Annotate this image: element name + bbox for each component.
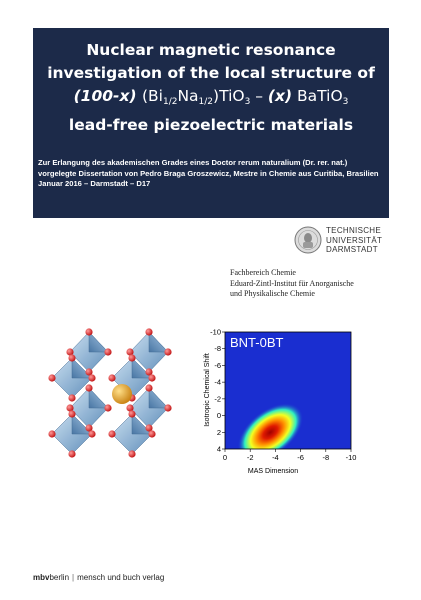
formula-part: (100-x): [73, 87, 137, 105]
formula-part: Na: [177, 87, 199, 105]
plot-frame: [224, 331, 352, 450]
formula-subscript: 1/2: [198, 97, 214, 107]
department-info: Fachbereich Chemie Eduard-Zintl-Institut…: [230, 268, 354, 300]
subtitle-line-2: vorgelegte Dissertation von Pedro Braga …: [38, 168, 379, 178]
title-line-1: Nuclear magnetic resonance: [86, 41, 336, 59]
y-tick-label: 0: [217, 411, 221, 420]
x-tick-label: 0: [223, 453, 227, 462]
y-tick-label: -2: [214, 394, 221, 403]
chart-title: BNT-0BT: [230, 335, 284, 350]
university-line-2: UNIVERSITÄT: [326, 235, 383, 245]
title-line-2: investigation of the local structure of: [47, 64, 375, 82]
university-name: TECHNISCHE UNIVERSITÄT DARMSTADT: [326, 226, 382, 255]
heatmap-peak: [237, 403, 304, 449]
publisher-name: mensch und buch verlag: [77, 573, 165, 582]
department-line-1: Fachbereich Chemie: [230, 268, 296, 277]
y-axis-label: Isotropic Chemical Shift: [204, 353, 211, 427]
title-block: Nuclear magnetic resonance investigation…: [33, 28, 389, 218]
dissertation-info: Zur Erlangung des akademischen Grades ei…: [38, 158, 384, 190]
perovskite-structure-image: [48, 328, 172, 458]
y-tick-label: -4: [214, 378, 221, 387]
octahedra-group: [51, 331, 169, 455]
title-line-4: lead-free piezoelectric materials: [68, 116, 354, 134]
thesis-title: Nuclear magnetic resonance investigation…: [33, 39, 389, 137]
y-tick-label: -8: [214, 344, 221, 353]
publisher-footer: mbvberlin | mensch und buch verlag: [33, 573, 164, 582]
x-axis-label: MAS Dimension: [248, 468, 298, 475]
nmr-heatmap-chart: BNT-0BT 0 -2 -4 -6 -8 -10 -10 -8 -6 -4 -2 0 2 4 MAS …: [204, 328, 357, 475]
y-tick-label: 2: [217, 428, 221, 437]
publisher-brand-rest: berlin: [49, 573, 70, 582]
x-tick-label: -2: [247, 453, 254, 462]
university-line-3: DARMSTADT: [326, 245, 378, 254]
x-axis-ticks: 0 -2 -4 -6 -8 -10: [223, 449, 357, 462]
y-tick-label: -6: [214, 361, 221, 370]
formula-part: )TiO: [213, 87, 245, 105]
footer-separator: |: [72, 573, 75, 582]
publisher-brand-bold: mbv: [33, 573, 50, 582]
title-formula: (100-x) (Bi1/2Na1/2)TiO3 – (x) BaTiO3: [33, 85, 389, 114]
formula-subscript: 3: [244, 97, 251, 107]
subtitle-line-1: Zur Erlangung des akademischen Grades ei…: [38, 158, 348, 167]
formula-subscript: 1/2: [162, 97, 178, 107]
y-axis-ticks: -10 -8 -6 -4 -2 0 2 4: [210, 328, 225, 454]
y-tick-label: 4: [217, 445, 221, 454]
department-line-2: Eduard-Zintl-Institut für Anorganische: [230, 278, 354, 288]
formula-part: (x): [267, 87, 293, 105]
x-tick-label: -8: [322, 453, 329, 462]
formula-part: BaTiO: [292, 87, 343, 105]
x-tick-label: -10: [346, 453, 357, 462]
department-line-3: und Physikalische Chemie: [230, 289, 315, 298]
formula-part: (Bi: [141, 87, 163, 105]
university-line-1: TECHNISCHE: [326, 226, 382, 235]
x-tick-label: -4: [272, 453, 279, 462]
formula-dash: –: [250, 87, 268, 105]
central-cation: [112, 384, 132, 404]
y-tick-label: -10: [210, 328, 221, 337]
subtitle-line-3: Januar 2016 – Darmstadt – D17: [38, 179, 151, 188]
x-tick-label: -6: [297, 453, 304, 462]
university-seal-icon: [294, 226, 322, 254]
formula-subscript: 3: [342, 97, 349, 107]
